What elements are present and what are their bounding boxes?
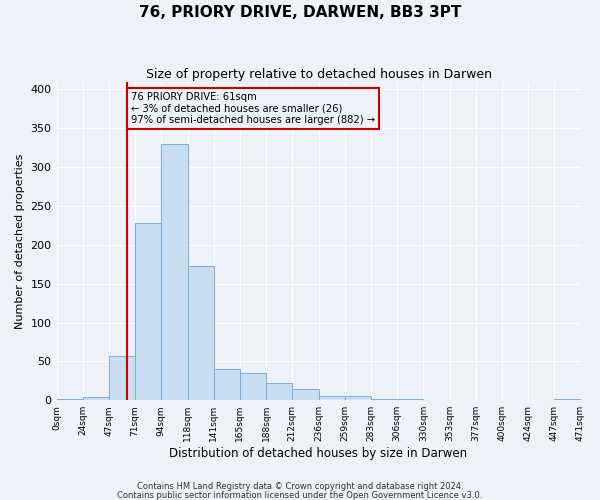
Bar (161, 144, 188, 400)
Bar (292, 390, 319, 400)
Y-axis label: Number of detached properties: Number of detached properties (15, 154, 25, 328)
Text: 76, PRIORY DRIVE, DARWEN, BB3 3PT: 76, PRIORY DRIVE, DARWEN, BB3 3PT (139, 5, 461, 20)
X-axis label: Distribution of detached houses by size in Darwen: Distribution of detached houses by size … (169, 447, 467, 460)
Bar (345, 396, 371, 400)
Text: Contains public sector information licensed under the Open Government Licence v3: Contains public sector information licen… (118, 490, 482, 500)
Bar (554, 398, 580, 400)
Bar (371, 398, 397, 400)
Bar (240, 373, 266, 400)
Bar (214, 369, 240, 400)
Text: 76 PRIORY DRIVE: 61sqm
← 3% of detached houses are smaller (26)
97% of semi-deta: 76 PRIORY DRIVE: 61sqm ← 3% of detached … (131, 92, 376, 125)
Bar (135, 223, 161, 400)
Bar (266, 383, 292, 400)
Bar (188, 266, 214, 400)
Bar (109, 356, 135, 400)
Bar (83, 397, 109, 400)
Bar (56, 398, 83, 400)
Title: Size of property relative to detached houses in Darwen: Size of property relative to detached ho… (146, 68, 491, 80)
Text: Contains HM Land Registry data © Crown copyright and database right 2024.: Contains HM Land Registry data © Crown c… (137, 482, 463, 491)
Bar (319, 396, 345, 400)
